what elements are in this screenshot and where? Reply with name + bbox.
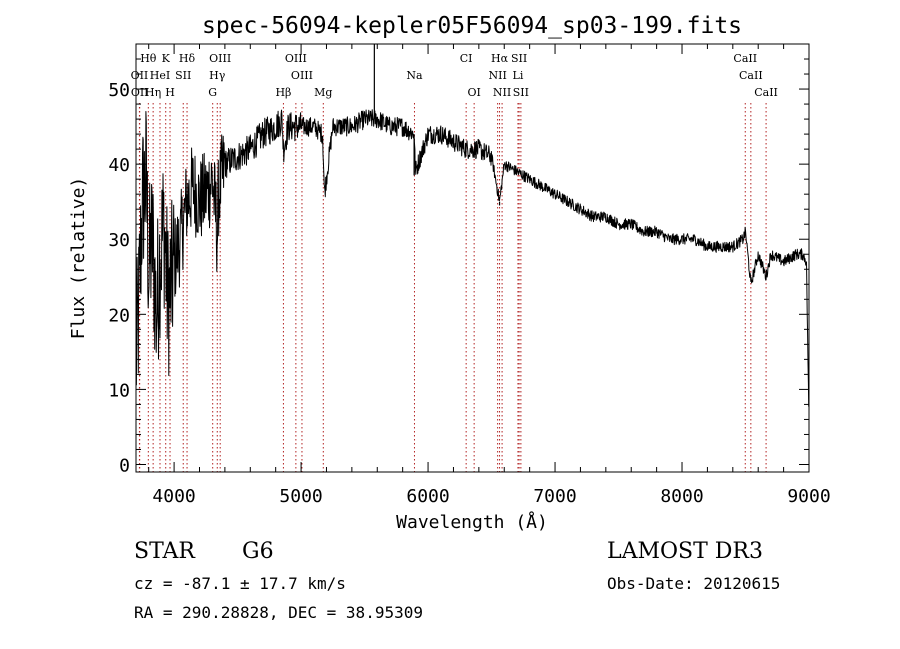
- spectrum-line: [135, 109, 810, 407]
- observation-date: Obs-Date: 20120615: [607, 574, 781, 593]
- marker-label: OIII: [209, 52, 231, 65]
- survey-name: LAMOST DR3: [607, 539, 763, 564]
- marker-label: OI: [467, 86, 480, 99]
- x-axis-ticks: 4000 5000 6000 7000 8000 9000: [148, 44, 831, 507]
- marker-label: OII: [131, 69, 149, 82]
- marker-label: Na: [406, 69, 423, 82]
- marker-label: OIII: [291, 69, 313, 82]
- marker-label: K: [162, 52, 171, 65]
- marker-label: CaII: [733, 52, 757, 65]
- marker-label: CI: [460, 52, 473, 65]
- marker-label: Hγ: [209, 69, 226, 82]
- marker-label: OIII: [285, 52, 307, 65]
- y-tick-label: 10: [108, 380, 130, 401]
- y-tick-label: 40: [108, 155, 130, 176]
- marker-label: NII: [488, 69, 506, 82]
- marker-label: H: [165, 86, 175, 99]
- marker-label: Hδ: [179, 52, 196, 65]
- marker-label: Hα: [491, 52, 509, 65]
- marker-label: HeI: [150, 69, 170, 82]
- x-tick-label: 9000: [787, 486, 830, 507]
- x-tick-label: 5000: [279, 486, 322, 507]
- x-axis-label: Wavelength (Å): [396, 511, 548, 533]
- marker-label: Mg: [314, 86, 332, 99]
- y-axis-label: Flux (relative): [68, 177, 89, 340]
- marker-label: G: [208, 86, 217, 99]
- y-tick-label: 30: [108, 230, 130, 251]
- redshift-velocity: cz = -87.1 ± 17.7 km/s: [134, 574, 346, 593]
- coordinates: RA = 290.28828, DEC = 38.95309: [134, 603, 423, 622]
- marker-label: Hη: [145, 86, 161, 99]
- plot-frame: [135, 43, 810, 473]
- marker-label: NII: [493, 86, 511, 99]
- x-tick-label: 8000: [660, 486, 703, 507]
- y-tick-label: 50: [108, 80, 130, 101]
- x-tick-label: 4000: [152, 486, 195, 507]
- spectral-subclass: G6: [242, 539, 274, 564]
- marker-label: SII: [175, 69, 191, 82]
- spectrum-spikes: [373, 44, 501, 206]
- chart-title: spec-56094-kepler05F56094_sp03-199.fits: [202, 13, 742, 39]
- marker-label: Li: [513, 69, 524, 82]
- object-class: STAR: [134, 539, 195, 564]
- marker-label: Hθ: [140, 52, 157, 65]
- y-tick-label: 0: [119, 455, 130, 476]
- marker-label: SII: [513, 86, 529, 99]
- y-axis-ticks: 0 10 20 30 40 50: [108, 58, 809, 476]
- y-tick-label: 20: [108, 305, 130, 326]
- marker-label: CaII: [754, 86, 778, 99]
- x-tick-label: 6000: [406, 486, 449, 507]
- marker-label: CaII: [739, 69, 763, 82]
- marker-label: Hβ: [275, 86, 291, 99]
- x-tick-label: 7000: [533, 486, 576, 507]
- marker-label: SII: [511, 52, 527, 65]
